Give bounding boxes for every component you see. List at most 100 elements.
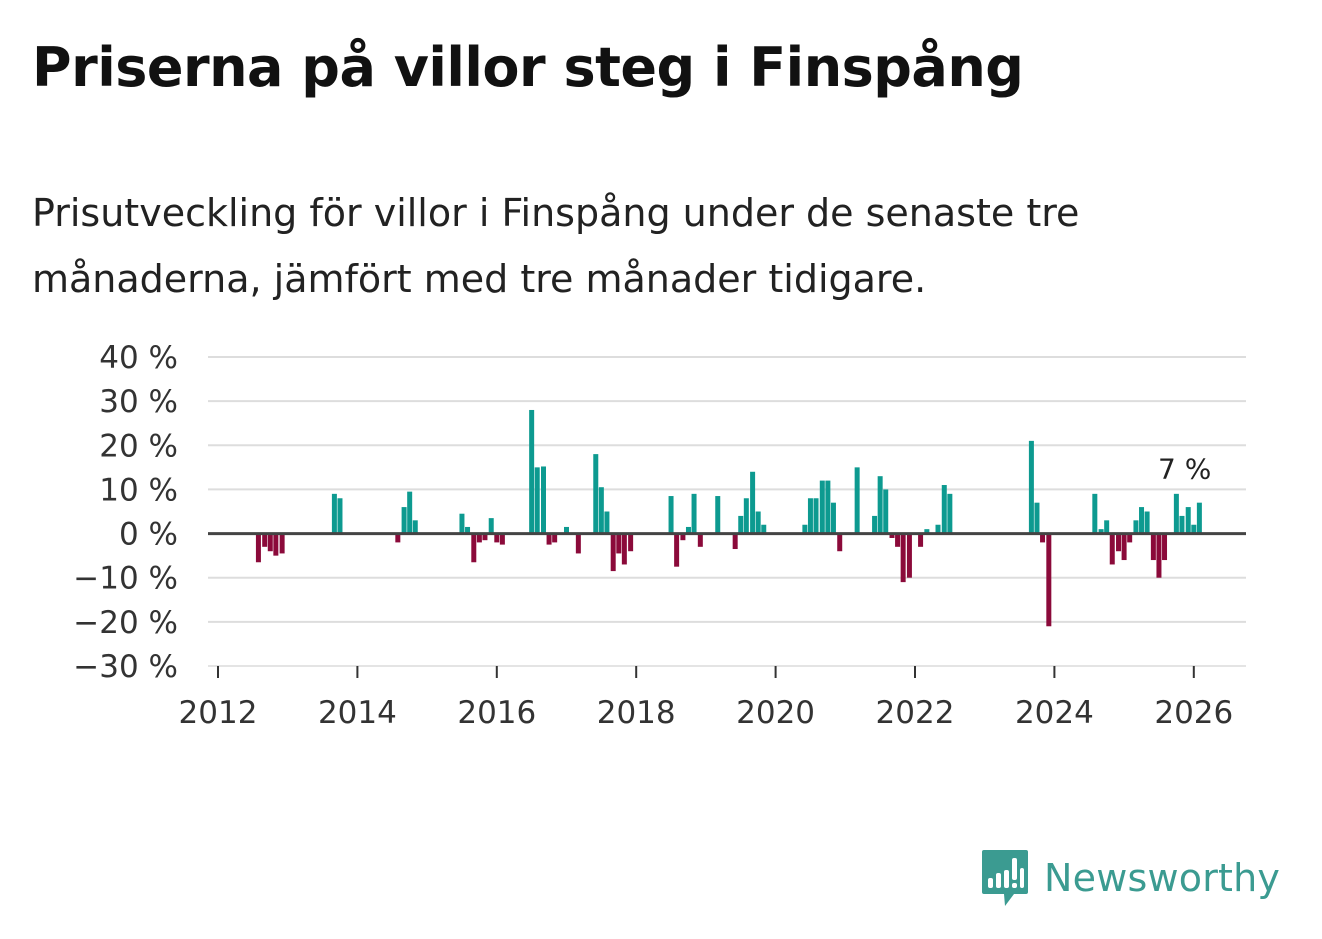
y-tick-label: −30 % xyxy=(73,649,178,685)
bar-negative xyxy=(273,533,279,556)
bar-negative xyxy=(279,533,285,554)
bar-positive xyxy=(412,520,418,534)
bar-positive xyxy=(529,409,535,534)
bar-negative xyxy=(267,533,273,552)
bar-positive xyxy=(1092,493,1098,534)
bar-negative xyxy=(1156,533,1162,578)
bar-chart: −30 % −20 % −10 % 0 % 10 % 20 % 30 % 40 % 2012 20… xyxy=(73,340,1246,731)
bar-negative xyxy=(494,533,500,543)
y-tick-label: 10 % xyxy=(99,472,178,508)
bar-positive xyxy=(1139,507,1145,534)
bar-negative xyxy=(621,533,627,565)
bar-negative xyxy=(1109,533,1115,565)
x-tick-label: 2026 xyxy=(1154,695,1233,731)
bar-positive xyxy=(761,524,767,534)
bar-negative xyxy=(552,533,558,543)
bar-positive xyxy=(750,471,756,534)
bar-negative xyxy=(1127,533,1133,543)
bar-positive xyxy=(459,513,465,534)
bar-positive xyxy=(534,467,540,534)
bar-positive xyxy=(924,529,930,534)
bar-negative xyxy=(546,533,552,545)
bar-positive xyxy=(331,493,337,534)
y-tick-label: −10 % xyxy=(73,561,178,597)
bar-negative xyxy=(395,533,401,543)
bar-negative xyxy=(1116,533,1122,552)
bar-positive xyxy=(668,496,674,534)
x-tick-label: 2020 xyxy=(736,695,815,731)
y-tick-label: 0 % xyxy=(119,517,178,553)
bar-positive xyxy=(598,487,604,534)
x-tick-label: 2018 xyxy=(597,695,676,731)
brand-name: Newsworthy xyxy=(1044,856,1281,900)
bar-positive xyxy=(1173,493,1179,534)
bar-positive xyxy=(488,518,494,534)
chart-subtitle: Prisutveckling för villor i Finspång und… xyxy=(32,191,1080,301)
bar-positive xyxy=(854,467,860,534)
bar-negative xyxy=(262,533,268,547)
bar-positive xyxy=(738,515,744,534)
bar-negative xyxy=(471,533,477,563)
bar-positive xyxy=(540,466,546,534)
brand: Newsworthy xyxy=(980,848,1280,908)
bar-positive xyxy=(564,526,569,534)
y-tick-label: 40 % xyxy=(99,340,178,376)
bar-positive xyxy=(941,485,947,534)
y-tick-label: −20 % xyxy=(73,605,178,641)
bar-positive xyxy=(407,491,413,534)
bar-negative xyxy=(610,533,616,572)
bar-positive xyxy=(1098,529,1104,534)
bar-negative xyxy=(1162,533,1168,561)
newsworthy-logo-icon xyxy=(982,850,1028,906)
bar-negative xyxy=(906,533,912,578)
bar-positive xyxy=(337,498,343,534)
bar-negative xyxy=(482,533,488,541)
bar-positive xyxy=(825,480,831,534)
bar-negative xyxy=(1150,533,1156,561)
bar-positive xyxy=(883,489,889,534)
bar-positive xyxy=(743,498,749,534)
bar-positive xyxy=(935,524,941,534)
chart-title: Priserna på villor steg i Finspång xyxy=(32,36,1024,99)
bar-positive xyxy=(1028,440,1034,534)
bar-positive xyxy=(813,498,819,534)
bar-negative xyxy=(680,533,686,541)
bar-positive xyxy=(1191,524,1197,534)
bar-positive xyxy=(947,493,953,534)
bar-positive xyxy=(685,526,691,534)
bar-positive xyxy=(593,454,599,534)
bar-negative xyxy=(900,533,906,583)
bar-positive xyxy=(819,480,825,534)
bar-negative xyxy=(628,533,634,552)
x-tick-label: 2022 xyxy=(876,695,955,731)
y-tick-label: 20 % xyxy=(99,428,178,464)
bar-positive xyxy=(830,502,836,534)
bar-negative xyxy=(837,533,843,552)
last-value-label: 7 % xyxy=(1158,453,1211,486)
bar-negative xyxy=(895,533,901,547)
bar-positive xyxy=(1144,511,1150,534)
bar-positive xyxy=(877,476,883,534)
x-tick-label: 2012 xyxy=(179,695,258,731)
bar-positive xyxy=(872,515,878,534)
bar-positive xyxy=(465,526,471,534)
bar-positive xyxy=(715,496,721,534)
bar-positive xyxy=(1133,520,1139,534)
bar-negative xyxy=(697,533,703,547)
y-tick-label: 30 % xyxy=(99,384,178,420)
bar-positive xyxy=(802,524,808,534)
bar-negative xyxy=(889,533,895,538)
bar-positive xyxy=(807,498,813,534)
bar-positive xyxy=(755,511,761,534)
bar-negative xyxy=(476,533,482,543)
bar-negative xyxy=(616,533,622,554)
bar-positive xyxy=(1185,507,1191,534)
x-tick-label: 2024 xyxy=(1015,695,1094,731)
bar-positive xyxy=(1196,502,1202,534)
bar-positive xyxy=(1034,502,1040,534)
bar-negative xyxy=(918,533,924,547)
bar-positive xyxy=(1179,515,1185,534)
bar-positive xyxy=(691,493,697,534)
bar-positive xyxy=(401,507,407,534)
bar-negative xyxy=(1040,533,1046,543)
